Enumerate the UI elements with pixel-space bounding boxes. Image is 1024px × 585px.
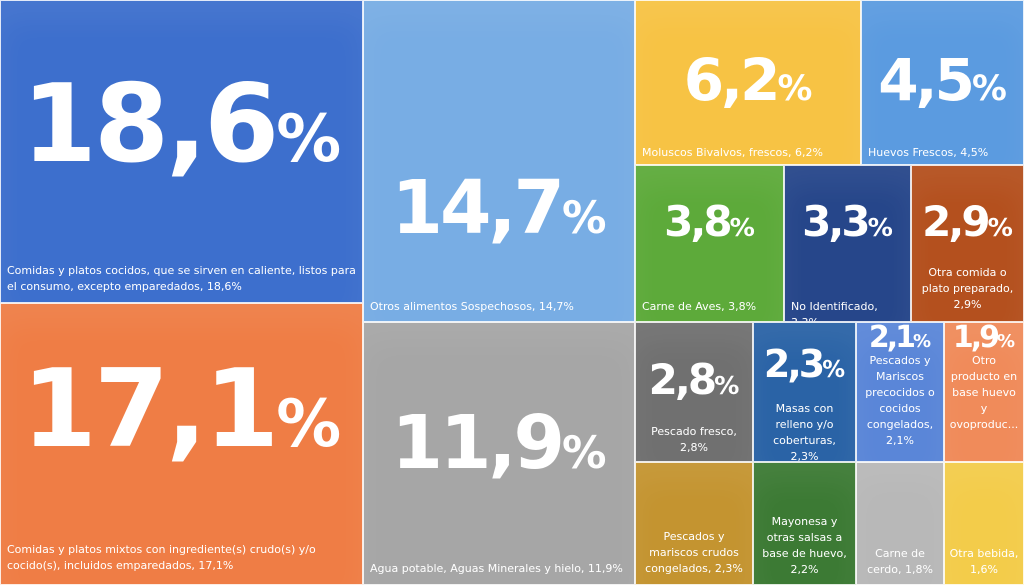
tile-percentage-value: 14,7 xyxy=(391,165,565,251)
tile-percentage-value: 11,9 xyxy=(391,400,565,486)
treemap-tile: 6,2% Moluscos Bivalvos, frescos, 6,2% xyxy=(635,0,861,165)
tile-label: Otros alimentos Sospechosos, 14,7% xyxy=(370,300,574,313)
tile-percentage: 2,8% xyxy=(636,359,752,407)
tile-percentage-sign: % xyxy=(714,371,740,400)
treemap-tile: Carne de cerdo, 1,8% xyxy=(856,462,944,585)
tile-percentage-sign: % xyxy=(562,193,607,244)
tile-percentage-sign: % xyxy=(987,213,1013,242)
treemap-tile: 2,1% Pescados y Mariscos precocidos o coc… xyxy=(856,322,944,462)
tile-percentage-value: 1,9 xyxy=(952,322,1000,355)
tile-label: Huevos Frescos, 4,5% xyxy=(868,146,989,159)
tile-percentage-value: 2,9 xyxy=(922,197,990,246)
tile-label: Agua potable, Aguas Minerales y hielo, 1… xyxy=(370,562,623,575)
tile-percentage-value: 2,8 xyxy=(648,355,717,404)
tile-percentage: 3,8% xyxy=(636,201,783,249)
tile-percentage-sign: % xyxy=(867,213,893,242)
tile-label: Otra comida o plato preparado, 2,9% xyxy=(921,266,1014,311)
tile-percentage: 6,2% xyxy=(636,51,860,118)
treemap-tile: 1,9% Otro producto en base huevo y ovopro… xyxy=(944,322,1024,462)
tile-label: Carne de Aves, 3,8% xyxy=(642,300,757,313)
tile-label: Otra bebida, 1,6% xyxy=(949,547,1019,576)
tile-label: Pescado fresco, 2,8% xyxy=(651,425,737,454)
tile-percentage-sign: % xyxy=(997,331,1016,352)
treemap-tile: Pescados y mariscos crudos congelados, 2… xyxy=(635,462,753,585)
treemap-tile: 3,8% Carne de Aves, 3,8% xyxy=(635,165,784,322)
tile-label: No Identificado, 3,3% xyxy=(791,300,878,321)
treemap-tile: 2,9% Otra comida o plato preparado, 2,9% xyxy=(911,165,1024,322)
treemap-tile: Mayonesa y otras salsas a base de huevo,… xyxy=(753,462,856,585)
treemap-tile: Otra bebida, 1,6% xyxy=(944,462,1024,585)
tile-label: Carne de cerdo, 1,8% xyxy=(867,547,933,576)
tile-percentage: 1,9% xyxy=(945,323,1023,357)
mascot-character xyxy=(1008,440,1024,550)
tile-percentage-value: 18,6 xyxy=(21,62,279,187)
treemap-tile: 11,9% Agua potable, Aguas Minerales y hie… xyxy=(363,322,635,585)
treemap-tile: 3,3% No Identificado, 3,3% xyxy=(784,165,911,322)
tile-label: Otro producto en base huevo y ovoproduc.… xyxy=(949,354,1019,431)
treemap-tile: 14,7% Otros alimentos Sospechosos, 14,7% xyxy=(363,0,635,322)
tile-label: Masas con relleno y/o coberturas, 2,3% xyxy=(773,402,836,462)
tile-label: Mayonesa y otras salsas a base de huevo,… xyxy=(762,515,847,576)
tile-percentage-sign: % xyxy=(562,428,607,479)
tile-percentage: 3,3% xyxy=(785,201,910,249)
tile-label: Pescados y mariscos crudos congelados, 2… xyxy=(645,530,743,575)
tile-percentage-value: 4,5 xyxy=(878,46,975,114)
tile-percentage-sign: % xyxy=(729,213,755,242)
tile-percentage: 2,3% xyxy=(754,345,855,389)
tile-percentage: 18,6% xyxy=(1,71,362,194)
tile-percentage-sign: % xyxy=(276,102,342,177)
tile-percentage-sign: % xyxy=(913,331,932,352)
tile-percentage-value: 2,1 xyxy=(868,322,916,355)
treemap-tile: 2,3% Masas con relleno y/o coberturas, 2,… xyxy=(753,322,856,462)
tile-percentage-value: 2,3 xyxy=(763,342,825,386)
treemap-tile: 18,6% Comidas y platos cocidos, que se si… xyxy=(0,0,363,303)
treemap-tile: 17,1% Comidas y platos mixtos con ingredi… xyxy=(0,303,363,585)
tile-percentage-sign: % xyxy=(971,69,1007,109)
treemap-tile: 4,5% Huevos Frescos, 4,5% xyxy=(861,0,1024,165)
tile-percentage-sign: % xyxy=(276,387,342,462)
tile-label: Comidas y platos mixtos con ingrediente(… xyxy=(7,543,316,572)
tile-percentage: 11,9% xyxy=(364,406,634,491)
tile-percentage-value: 17,1 xyxy=(21,347,279,472)
tile-percentage: 4,5% xyxy=(862,51,1023,118)
tile-percentage-sign: % xyxy=(777,69,813,109)
tile-label: Comidas y platos cocidos, que se sirven … xyxy=(7,264,356,293)
tile-percentage-value: 3,3 xyxy=(802,197,870,246)
tile-percentage: 14,7% xyxy=(364,171,634,256)
tile-percentage-value: 6,2 xyxy=(683,46,781,114)
tile-percentage-value: 3,8 xyxy=(664,197,732,246)
tile-percentage-sign: % xyxy=(822,357,846,383)
tile-label: Moluscos Bivalvos, frescos, 6,2% xyxy=(642,146,823,159)
tile-percentage: 2,1% xyxy=(857,323,943,357)
treemap-tile: 2,8% Pescado fresco, 2,8% xyxy=(635,322,753,462)
tile-percentage: 2,9% xyxy=(912,201,1023,249)
tile-percentage: 17,1% xyxy=(1,356,362,479)
tile-label: Pescados y Mariscos precocidos o cocidos… xyxy=(865,354,935,447)
